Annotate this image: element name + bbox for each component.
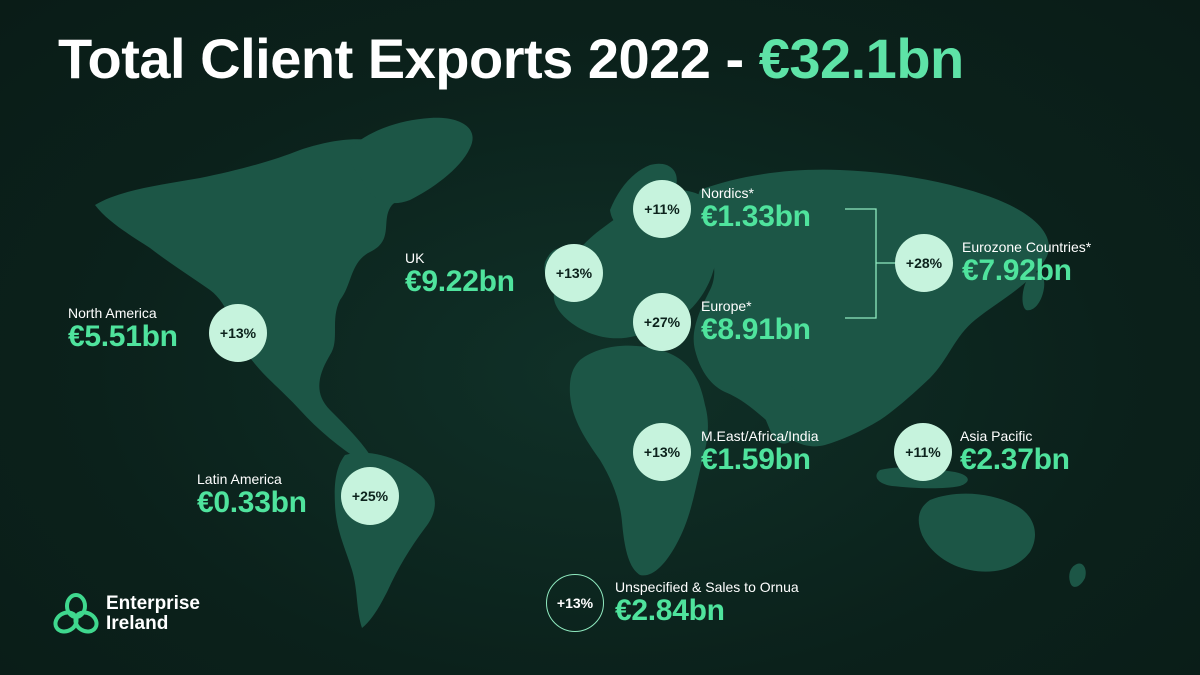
region-label: Nordics* bbox=[701, 185, 754, 201]
logo-line2: Ireland bbox=[106, 613, 169, 634]
region-latin-america: Latin America €0.33bn bbox=[197, 471, 307, 519]
title-total: €32.1bn bbox=[758, 27, 965, 90]
region-north-america: North America €5.51bn bbox=[68, 305, 178, 353]
logo-line1: Enterprise bbox=[106, 593, 200, 614]
growth-badge-latin-america: +25% bbox=[341, 467, 399, 525]
region-value: €2.37bn bbox=[960, 443, 1070, 476]
greenland-landmass bbox=[348, 117, 473, 204]
title-text: Total Client Exports 2022 - bbox=[58, 27, 759, 90]
region-nordics: Nordics* €1.33bn bbox=[701, 185, 811, 233]
growth-badge-north-america: +13% bbox=[209, 304, 267, 362]
growth-badge-unspecified: +13% bbox=[546, 574, 604, 632]
region-value: €1.33bn bbox=[701, 200, 811, 233]
growth-badge-eurozone: +28% bbox=[895, 234, 953, 292]
region-europe: Europe* €8.91bn bbox=[701, 298, 811, 346]
region-label: Asia Pacific bbox=[960, 428, 1033, 444]
region-uk: UK €9.22bn bbox=[405, 250, 515, 298]
region-value: €9.22bn bbox=[405, 265, 515, 298]
enterprise-ireland-logo: Enterprise Ireland bbox=[52, 592, 200, 636]
region-label: Latin America bbox=[197, 471, 282, 487]
region-value: €1.59bn bbox=[701, 443, 811, 476]
region-value: €0.33bn bbox=[197, 486, 307, 519]
region-value: €7.92bn bbox=[962, 254, 1072, 287]
region-eurozone: Eurozone Countries* €7.92bn bbox=[962, 239, 1091, 287]
region-label: UK bbox=[405, 250, 425, 266]
growth-badge-asia-pacific: +11% bbox=[894, 423, 952, 481]
australia-landmass bbox=[918, 493, 1035, 572]
region-label: Europe* bbox=[701, 298, 752, 314]
north-america-landmass bbox=[95, 139, 412, 462]
growth-badge-europe: +27% bbox=[633, 293, 691, 351]
new-zealand-landmass bbox=[1069, 563, 1086, 587]
growth-badge-nordics: +11% bbox=[633, 180, 691, 238]
region-value: €2.84bn bbox=[615, 594, 725, 627]
region-label: Eurozone Countries* bbox=[962, 239, 1092, 255]
region-value: €8.91bn bbox=[701, 313, 811, 346]
trefoil-logo-icon bbox=[53, 593, 99, 634]
region-label: Unspecified & Sales to Ornua bbox=[615, 579, 799, 595]
page-title: Total Client Exports 2022 - €32.1bn bbox=[58, 26, 964, 91]
asia-landmass bbox=[693, 169, 1049, 447]
region-label: M.East/Africa/India bbox=[701, 428, 819, 444]
growth-badge-uk: +13% bbox=[545, 244, 603, 302]
india-landmass bbox=[758, 378, 803, 444]
region-unspecified: Unspecified & Sales to Ornua €2.84bn bbox=[615, 579, 799, 627]
region-label: North America bbox=[68, 305, 157, 321]
japan-landmass bbox=[1022, 272, 1045, 311]
region-meai: M.East/Africa/India €1.59bn bbox=[701, 428, 819, 476]
region-asia-pacific: Asia Pacific €2.37bn bbox=[960, 428, 1070, 476]
growth-badge-meai: +13% bbox=[633, 423, 691, 481]
region-value: €5.51bn bbox=[68, 320, 178, 353]
